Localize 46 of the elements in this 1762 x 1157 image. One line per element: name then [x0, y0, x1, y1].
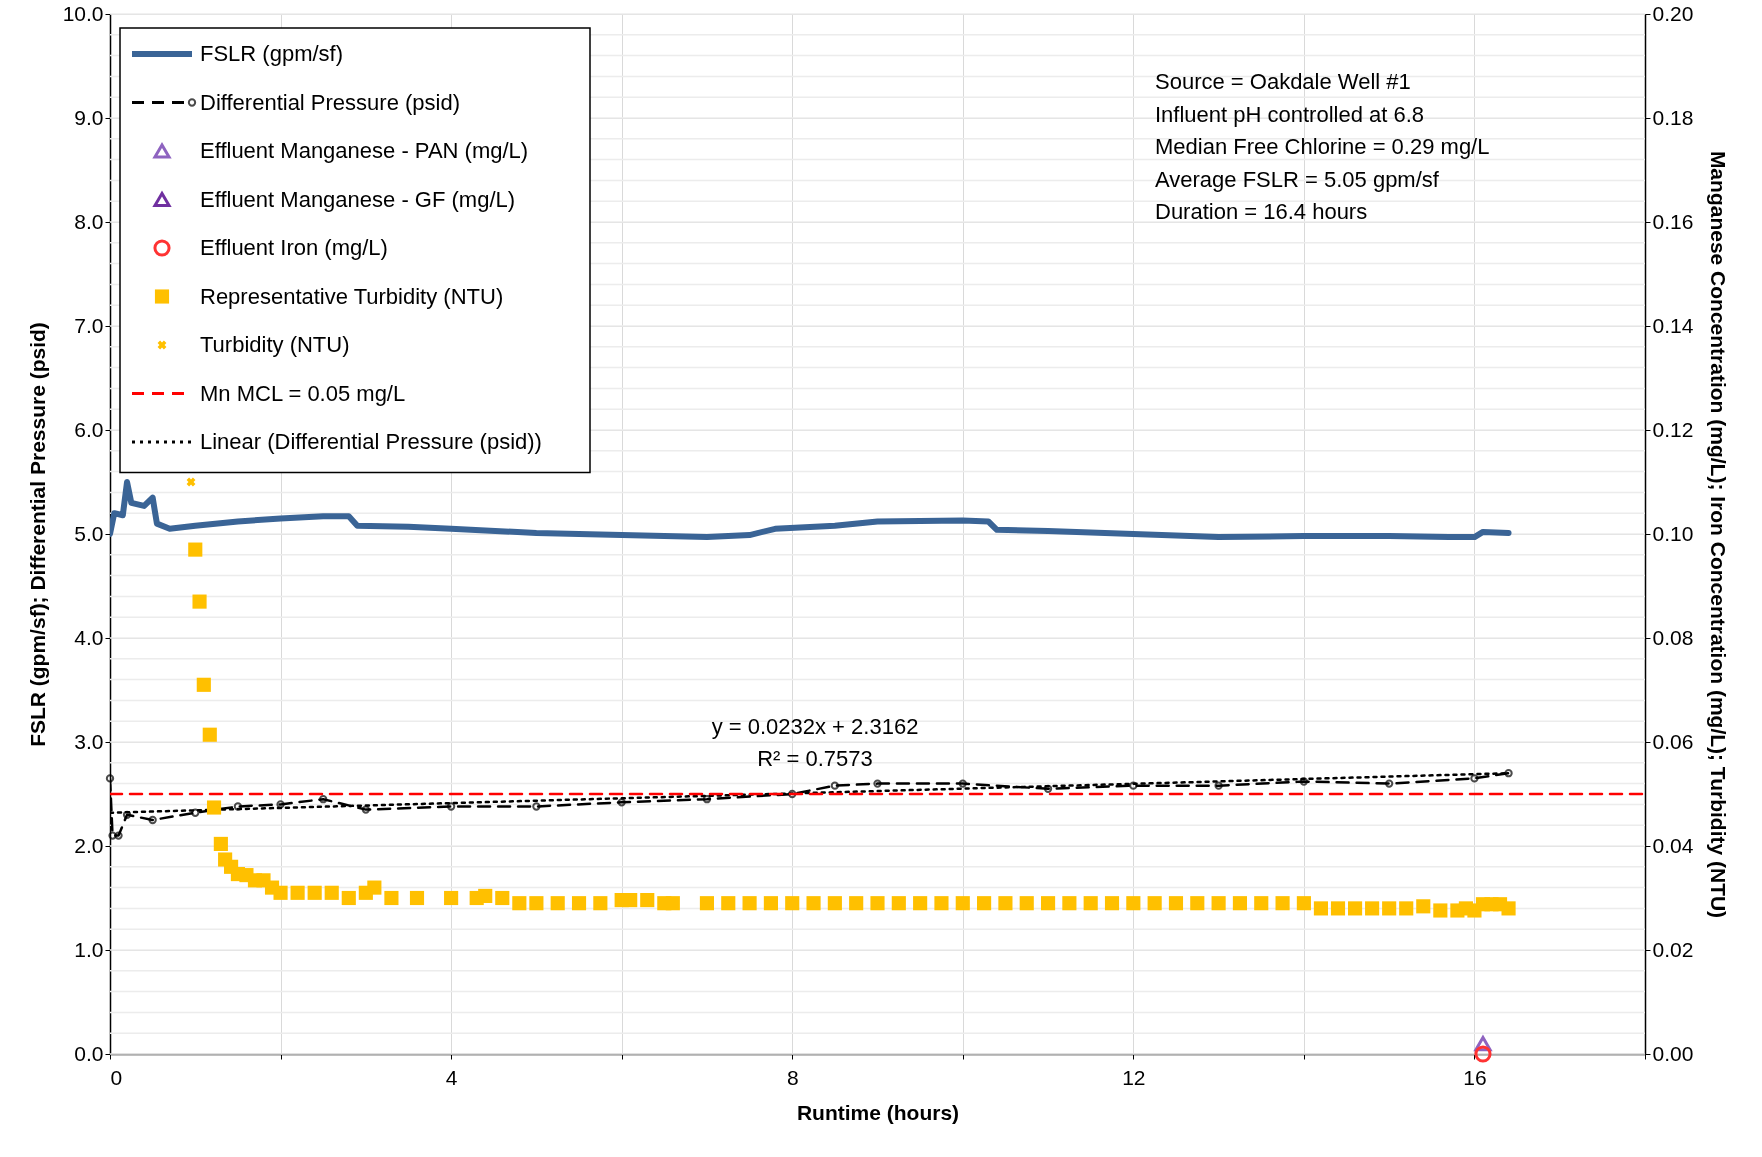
annotation: R² = 0.7573 [757, 746, 873, 771]
x-tick-label: 0 [110, 1065, 123, 1089]
y-tick-label: 9.0 [74, 105, 104, 129]
y-tick-label: 3.0 [74, 729, 104, 753]
y-tick-label: 7.0 [74, 313, 104, 337]
annotation: Average FSLR = 5.05 gpm/sf [1155, 166, 1440, 192]
legend-label: Linear (Differential Pressure (psid)) [200, 429, 542, 454]
annotation: Median Free Chlorine = 0.29 mg/L [1155, 134, 1490, 160]
annotation: y = 0.0232x + 2.3162 [711, 714, 919, 739]
legend-label: Effluent Iron (mg/L) [200, 235, 388, 260]
legend-label: FSLR (gpm/sf) [200, 41, 344, 66]
annotation: Influent pH controlled at 6.8 [1155, 101, 1425, 127]
y-tick-label: 2.0 [74, 833, 104, 857]
y2-tick-label: 0.02 [1652, 937, 1694, 961]
x-tick-label: 12 [1122, 1065, 1146, 1089]
legend-label: Turbidity (NTU) [200, 332, 350, 357]
annotation: Duration = 16.4 hours [1155, 199, 1368, 225]
legend-label: Representative Turbidity (NTU) [200, 283, 504, 309]
y2-tick-label: 0.10 [1652, 521, 1694, 545]
legend-label: Mn MCL = 0.05 mg/L [200, 380, 406, 406]
y2-tick-label: 0.18 [1652, 105, 1694, 129]
y2-tick-label: 0.16 [1652, 209, 1694, 233]
x-axis-title: Runtime (hours) [796, 1100, 960, 1124]
y2-axis-title: Manganese Concentration (mg/L); Iron Concentration (mg/L); Turbidity (NTU) [1707, 150, 1731, 919]
y2-tick-label: 0.20 [1652, 1, 1694, 25]
y-tick-label: 0.0 [74, 1041, 104, 1065]
y-axis-title: FSLR (gpm/sf); Differential Pressure (psid) [25, 322, 49, 747]
annotation: Source = Oakdale Well #1 [1155, 69, 1411, 94]
y2-tick-label: 0.04 [1652, 833, 1694, 857]
y2-tick-label: 0.08 [1652, 625, 1694, 649]
y-tick-label: 10.0 [62, 1, 104, 25]
y-tick-label: 4.0 [74, 625, 104, 649]
y2-tick-label: 0.12 [1652, 417, 1694, 441]
y2-tick-label: 0.06 [1652, 729, 1694, 753]
x-tick-label: 16 [1463, 1065, 1487, 1089]
legend-label: Differential Pressure (psid) [200, 89, 461, 115]
legend-label: Effluent Manganese - GF (mg/L) [200, 186, 516, 212]
y2-tick-label: 0.14 [1652, 313, 1694, 337]
y-tick-label: 1.0 [74, 937, 104, 961]
y-tick-label: 5.0 [74, 521, 104, 545]
x-tick-label: 8 [786, 1065, 799, 1089]
y-tick-label: 8.0 [74, 209, 104, 233]
legend-label: Effluent Manganese - PAN (mg/L) [200, 138, 529, 163]
y-tick-label: 6.0 [74, 417, 104, 441]
x-tick-label: 4 [445, 1065, 458, 1089]
y2-tick-label: 0.00 [1652, 1041, 1694, 1065]
